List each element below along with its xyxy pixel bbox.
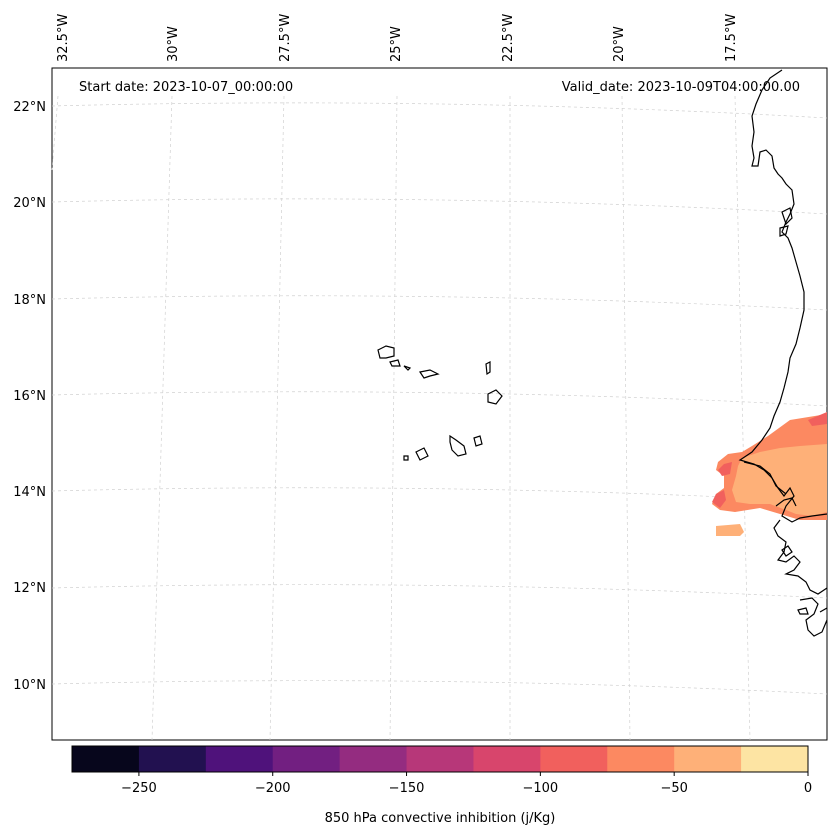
parallel-line — [51, 295, 828, 311]
african-coastline — [799, 597, 828, 637]
meridian-line — [151, 95, 173, 741]
lon-label: 25°W — [389, 26, 404, 62]
lat-label: 20°N — [13, 196, 46, 211]
colorbar-swatch — [473, 746, 541, 772]
cin-band-minus-100 — [712, 490, 726, 508]
cape-verde-fogo — [415, 447, 429, 461]
colorbar-swatch — [607, 746, 675, 772]
graticule — [51, 95, 828, 741]
lon-label: 22.5°W — [501, 14, 516, 62]
african-coastline — [819, 607, 828, 613]
cape-verde-santa-luzia — [403, 365, 412, 371]
colorbar-tick-label: −50 — [660, 781, 687, 796]
cape-verde-brava — [403, 455, 409, 461]
lat-label: 22°N — [13, 100, 46, 115]
cape-verde-boa-vista — [487, 389, 503, 405]
coastlines — [377, 69, 828, 637]
meridian-line — [621, 95, 631, 741]
colorbar-frame — [71, 745, 809, 773]
colorbar-tick-label: −150 — [389, 781, 425, 796]
colorbar-swatch — [406, 746, 474, 772]
lat-label: 18°N — [13, 293, 46, 308]
colorbar-swatch — [138, 746, 207, 772]
colorbar-swatch — [72, 746, 140, 772]
cin-band-minus-50 — [732, 444, 827, 516]
casamance-coast — [775, 497, 797, 507]
lat-label: 16°N — [13, 389, 46, 404]
cin-band-minus-50 — [716, 524, 744, 536]
lat-label: 12°N — [13, 581, 46, 596]
lon-label: 17.5°W — [724, 14, 739, 62]
cape-verde-sao-vicente — [389, 359, 401, 367]
cape-verde-santiago — [449, 434, 467, 457]
cin-band-minus-100 — [808, 412, 827, 426]
parallel-line — [51, 391, 828, 407]
cape-verde-maio — [473, 435, 483, 447]
colorbar-ticks: −250 −200 −150 −100 −50 0 — [121, 772, 812, 796]
colorbar-swatch — [339, 746, 408, 772]
cape-verde-sal — [485, 361, 491, 376]
start-date-label: Start date: 2023-10-07_00:00:00 — [79, 80, 293, 95]
meridian-line — [269, 95, 285, 741]
parallel-line — [51, 487, 828, 503]
latitude-labels: 22°N 20°N 18°N 16°N 14°N 12°N 10°N — [13, 100, 46, 693]
meridian-line — [51, 95, 59, 171]
lat-label: 10°N — [13, 678, 46, 693]
lon-label: 27.5°W — [278, 14, 293, 62]
african-coastline — [738, 69, 828, 523]
colorbar-swatch — [272, 746, 341, 772]
cape-verde-santo-antao — [377, 345, 395, 359]
cape-verde-sao-nicolau — [419, 369, 440, 379]
meridian-line — [734, 95, 751, 741]
african-coastline — [773, 519, 828, 595]
colorbar-title: 850 hPa convective inhibition (j/Kg) — [325, 811, 556, 826]
parallel-line — [51, 102, 828, 119]
gambia-river — [743, 461, 787, 495]
colorbar-swatch — [674, 746, 742, 772]
meridian-line — [389, 95, 398, 741]
lon-label: 20°W — [612, 26, 627, 62]
coastal-island — [781, 207, 793, 226]
valid-date-label: Valid_date: 2023-10-09T04:00:00.00 — [562, 80, 800, 95]
colorbar-swatches — [72, 746, 809, 772]
colorbar-tick-label: −100 — [523, 781, 559, 796]
lon-label: 32.5°W — [56, 14, 71, 62]
colorbar-swatch — [540, 746, 608, 772]
colorbar-tick-label: −200 — [255, 781, 291, 796]
parallel-line — [51, 584, 828, 599]
cin-band-minus-100 — [718, 462, 732, 476]
longitude-labels: 32.5°W 30°W 27.5°W 25°W 22.5°W 20°W 17.5… — [56, 14, 739, 62]
lat-label: 14°N — [13, 485, 46, 500]
map-frame — [51, 67, 828, 741]
colorbar-tick-label: 0 — [804, 781, 812, 796]
colorbar: −250 −200 −150 −100 −50 0 850 hPa convective … — [71, 745, 812, 826]
cin-filled-contours — [712, 412, 827, 536]
colorbar-swatch — [741, 746, 809, 772]
bijagos-islands — [781, 545, 793, 557]
coastal-island — [779, 225, 789, 237]
colorbar-swatch — [205, 746, 274, 772]
parallel-line — [51, 198, 828, 215]
lon-label: 30°W — [166, 26, 181, 62]
colorbar-tick-label: −250 — [121, 781, 157, 796]
parallel-line — [51, 680, 828, 695]
bijagos-islands — [797, 607, 809, 615]
